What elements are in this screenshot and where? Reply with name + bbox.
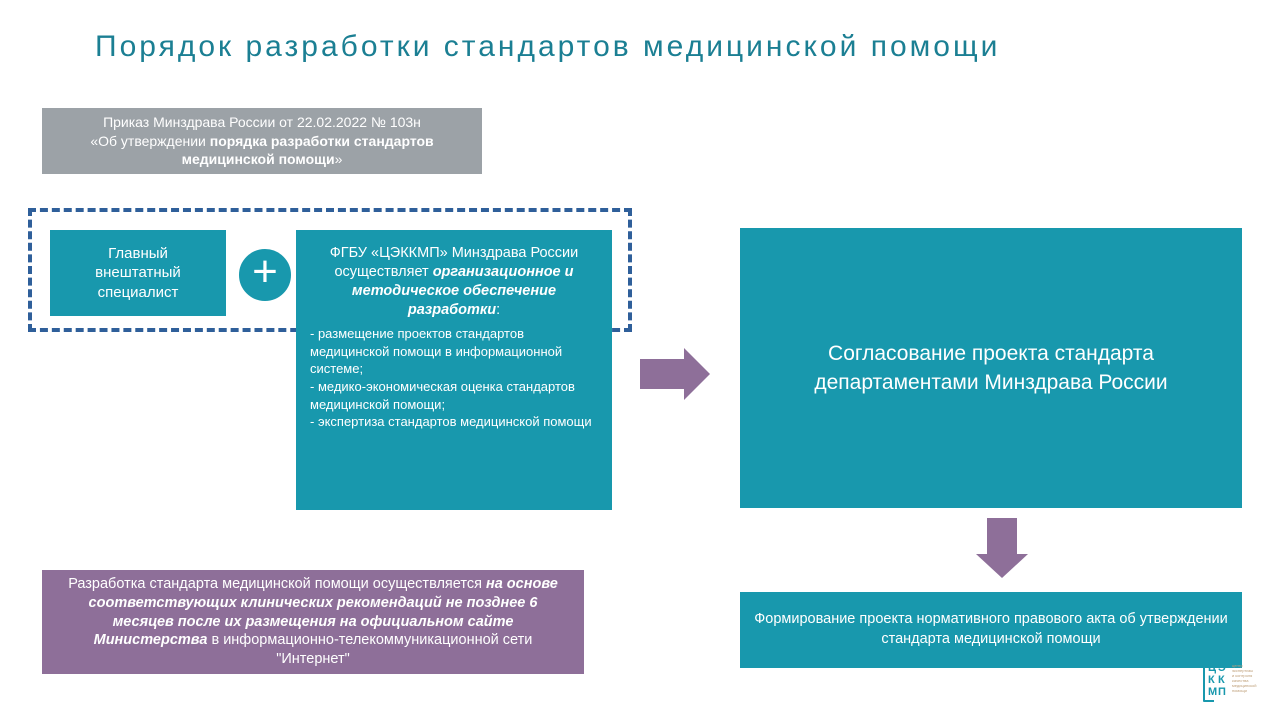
svg-text:М: М [1208,686,1217,698]
approval-box: Согласование проекта стандарта департаме… [740,228,1242,508]
svg-text:К: К [1208,674,1215,686]
decree-l2-prefix: «Об утверждении [90,133,209,149]
svg-text:помощи: помощи [1232,688,1247,693]
org-l2c: : [496,302,500,318]
decree-line1: Приказ Минздрава России от 22.02.2022 № … [103,113,421,132]
specialist-l3: специалист [98,283,179,303]
svg-text:Ц: Ц [1208,662,1216,674]
plus-icon: + [234,244,296,306]
specialist-box: Главный внештатный специалист [50,230,226,316]
note-box: Разработка стандарта медицинской помощи … [42,570,584,674]
org-l2a: осуществляет [334,264,432,280]
plus-glyph: + [252,250,278,294]
note-prefix: Разработка стандарта медицинской помощи … [68,576,486,592]
formation-text: Формирование проекта нормативного правов… [754,610,1228,649]
specialist-l2: внештатный [95,263,181,283]
org-b1: - размещение проектов стандартов медицин… [310,325,598,378]
arrow-right-icon [640,348,710,400]
arrow-down-icon [976,518,1028,578]
org-b2: - медико-экономическая оценка стандартов… [310,378,598,413]
approval-l2: департаментами Минздрава России [814,368,1167,397]
specialist-l1: Главный [108,244,168,264]
formation-box: Формирование проекта нормативного правов… [740,592,1242,668]
note-text: Разработка стандарта медицинской помощи … [56,575,570,669]
org-box: ФГБУ «ЦЭККМП» Минздрава России осуществл… [296,230,612,510]
org-bullets: - размещение проектов стандартов медицин… [310,325,598,430]
org-b3: - экспертиза стандартов медицинской помо… [310,413,598,431]
svg-text:П: П [1218,686,1226,698]
logo: Ц Э К К М П центр экспертизы и контроля … [1200,655,1270,710]
svg-text:Э: Э [1218,662,1226,674]
org-l1: ФГБУ «ЦЭККМП» Минздрава России [310,244,598,263]
org-l2: осуществляет организационное и методичес… [310,263,598,320]
approval-l1: Согласование проекта стандарта [828,339,1154,368]
decree-box: Приказ Минздрава России от 22.02.2022 № … [42,108,482,174]
page-title: Порядок разработки стандартов медицинско… [95,30,1000,64]
decree-line2: «Об утверждении порядка разработки станд… [56,132,468,170]
decree-l2-bold: порядка разработки стандартов медицинско… [182,133,434,168]
svg-text:К: К [1218,674,1225,686]
note-suffix: в информационно-телекоммуникационной сет… [207,632,532,667]
decree-l2-suffix: » [335,151,343,167]
